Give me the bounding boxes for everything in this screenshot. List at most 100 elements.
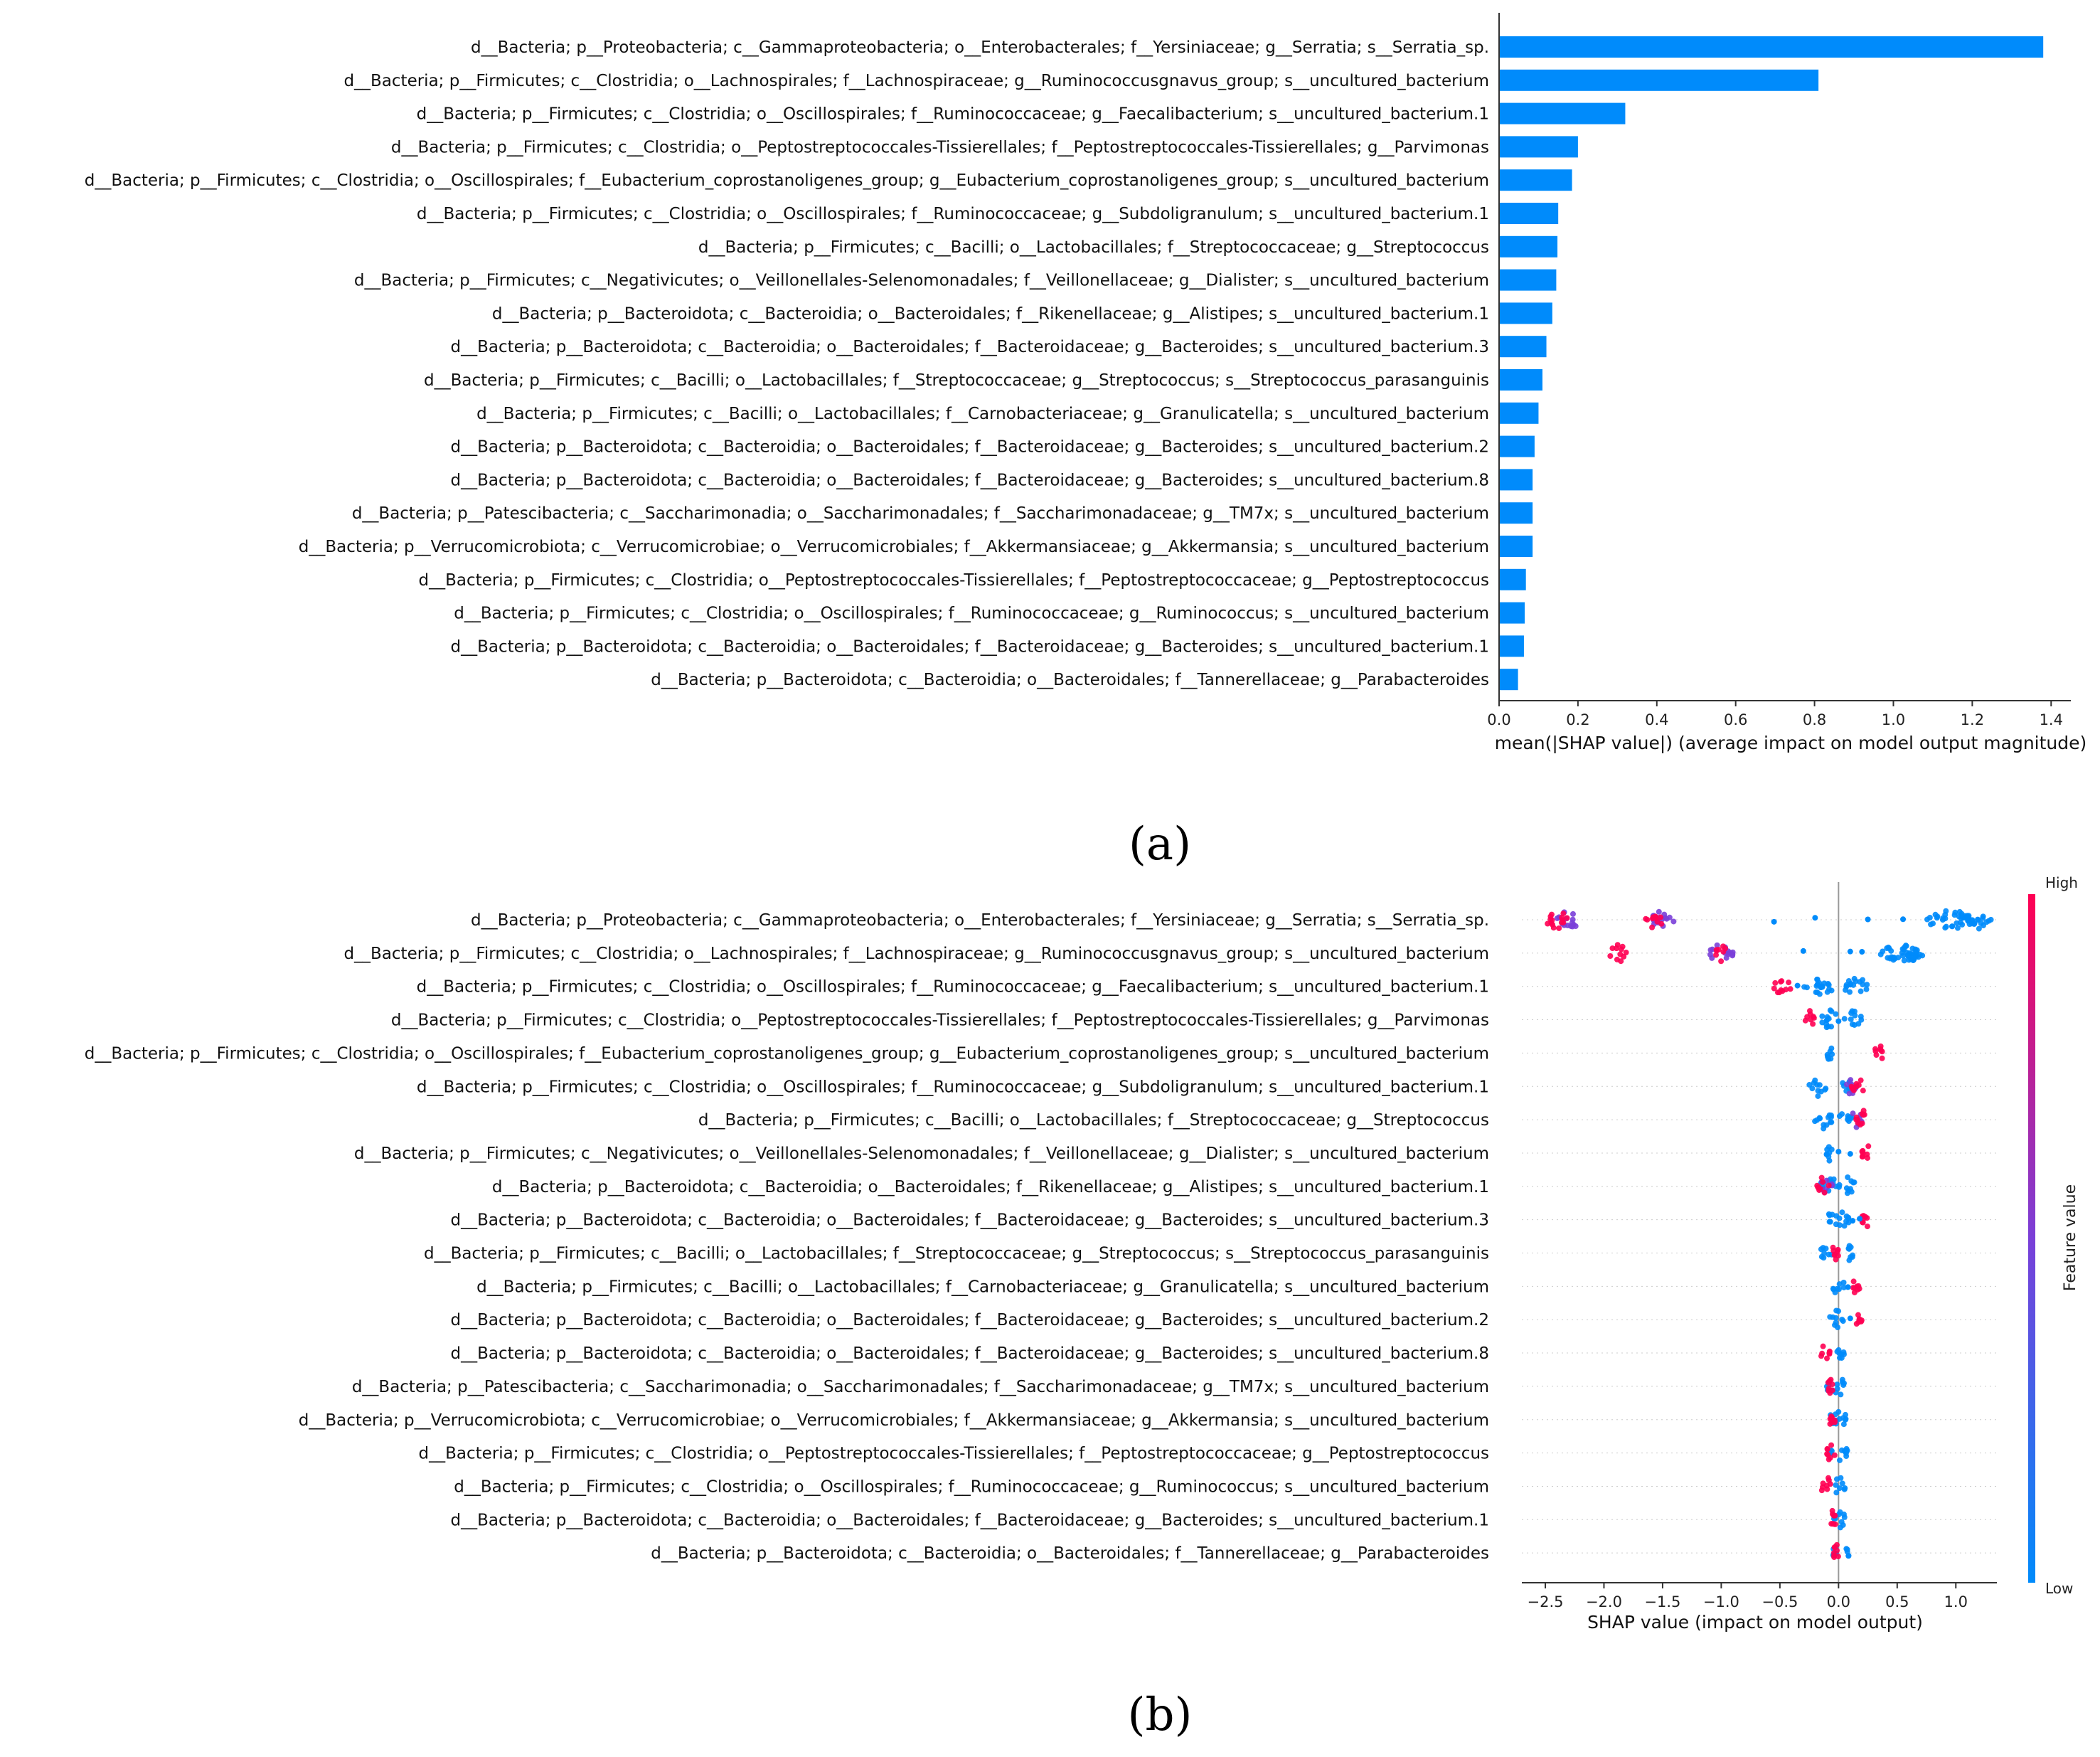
data-point <box>1848 1083 1855 1090</box>
bar <box>1499 635 1524 657</box>
bar <box>1499 136 1578 158</box>
data-point <box>1827 1219 1833 1225</box>
data-point <box>1658 914 1664 920</box>
data-point <box>1820 1179 1826 1185</box>
data-point <box>1729 949 1736 955</box>
data-point <box>1830 1314 1836 1320</box>
data-point <box>1828 1146 1835 1152</box>
data-point <box>1907 950 1913 956</box>
data-point <box>1954 925 1961 931</box>
bar <box>1499 69 1819 91</box>
feature-label: d__Bacteria; p__Patescibacteria; c__Sacc… <box>352 1378 1489 1396</box>
data-point <box>1812 1077 1818 1083</box>
data-point <box>1713 947 1720 954</box>
panel-label-b: (b) <box>1128 1689 1193 1741</box>
data-point <box>1988 916 1994 923</box>
data-point <box>1834 1381 1840 1388</box>
x-tick-label: 1.4 <box>2040 711 2063 728</box>
data-point <box>1718 958 1725 965</box>
data-point <box>1649 924 1656 930</box>
data-point <box>1880 948 1886 955</box>
data-point <box>1846 1246 1853 1252</box>
data-point <box>1569 923 1576 930</box>
data-point <box>1862 1214 1869 1220</box>
data-point <box>1817 1115 1823 1122</box>
data-point <box>1976 925 1982 932</box>
data-point <box>1838 1391 1844 1398</box>
data-point <box>1841 1448 1848 1455</box>
data-point <box>1873 1052 1880 1058</box>
data-point <box>1843 1081 1850 1088</box>
data-point <box>1549 917 1555 923</box>
data-point <box>1839 1317 1845 1323</box>
data-point <box>1824 1355 1830 1361</box>
data-point <box>1835 1554 1841 1560</box>
feature-label: d__Bacteria; p__Firmicutes; c__Clostridi… <box>391 1012 1489 1030</box>
data-point <box>1877 1046 1884 1052</box>
data-point <box>1851 1021 1858 1028</box>
data-point <box>1848 1010 1855 1016</box>
feature-label: d__Bacteria; p__Firmicutes; c__Clostridi… <box>343 72 1489 90</box>
data-point <box>1817 1186 1823 1192</box>
data-point <box>1859 1148 1865 1154</box>
feature-label: d__Bacteria; p__Firmicutes; c__Negativic… <box>354 272 1489 290</box>
data-point <box>1901 957 1907 964</box>
bar <box>1499 102 1626 124</box>
data-point <box>1779 978 1785 984</box>
data-point <box>1824 1147 1830 1153</box>
data-point <box>1828 1008 1835 1014</box>
data-point <box>1978 920 1984 926</box>
data-point <box>1836 1215 1843 1221</box>
data-point <box>1847 948 1853 955</box>
feature-label: d__Bacteria; p__Verrucomicrobiota; c__Ve… <box>299 1411 1489 1430</box>
data-point <box>1841 1016 1848 1022</box>
data-point <box>1623 950 1629 956</box>
feature-label: d__Bacteria; p__Bacteroidota; c__Bactero… <box>451 637 1489 656</box>
data-point <box>1829 1381 1835 1388</box>
data-point <box>1723 955 1729 961</box>
data-point <box>1827 1481 1833 1487</box>
data-point <box>1860 981 1866 987</box>
bar <box>1499 469 1533 491</box>
bar <box>1499 369 1542 391</box>
data-point <box>1895 955 1902 961</box>
data-point <box>1844 1546 1850 1553</box>
data-point <box>1859 949 1865 955</box>
data-point <box>1836 1485 1843 1492</box>
data-point <box>1783 987 1789 993</box>
data-point <box>1848 1016 1854 1022</box>
data-point <box>1879 1055 1885 1061</box>
data-point <box>1833 1490 1840 1496</box>
data-point <box>1822 1086 1828 1093</box>
data-point <box>1617 951 1624 957</box>
feature-label: d__Bacteria; p__Bacteroidota; c__Bactero… <box>451 438 1489 457</box>
data-point <box>1841 1223 1848 1229</box>
feature-label: d__Bacteria; p__Bacteroidota; c__Bactero… <box>451 471 1489 489</box>
data-point <box>1825 1182 1832 1189</box>
data-point <box>1837 1222 1843 1228</box>
feature-label: d__Bacteria; p__Firmicutes; c__Bacilli; … <box>424 1245 1489 1263</box>
feature-label: d__Bacteria; p__Firmicutes; c__Clostridi… <box>454 1477 1489 1496</box>
x-tick-label: 0.6 <box>1724 711 1747 728</box>
data-point <box>1834 1349 1840 1355</box>
data-point <box>1823 1246 1829 1252</box>
data-point <box>1850 1110 1856 1117</box>
x-tick-label: −1.0 <box>1703 1593 1739 1610</box>
data-point <box>1865 916 1871 923</box>
data-point <box>1556 925 1562 931</box>
data-point <box>1827 1416 1833 1422</box>
colorbar-title: Feature value <box>2062 1184 2079 1291</box>
data-point <box>1812 1118 1818 1125</box>
data-point <box>1839 1480 1845 1487</box>
data-point <box>1772 980 1779 986</box>
feature-label: d__Bacteria; p__Firmicutes; c__Clostridi… <box>85 171 1489 190</box>
data-point <box>1828 1442 1835 1448</box>
bar <box>1499 536 1533 557</box>
data-point <box>1835 1148 1842 1154</box>
data-point <box>1850 1278 1857 1285</box>
x-tick-label: 0.2 <box>1566 711 1589 728</box>
data-point <box>1836 1113 1843 1120</box>
data-point <box>1850 1218 1856 1224</box>
data-point <box>1771 918 1777 925</box>
